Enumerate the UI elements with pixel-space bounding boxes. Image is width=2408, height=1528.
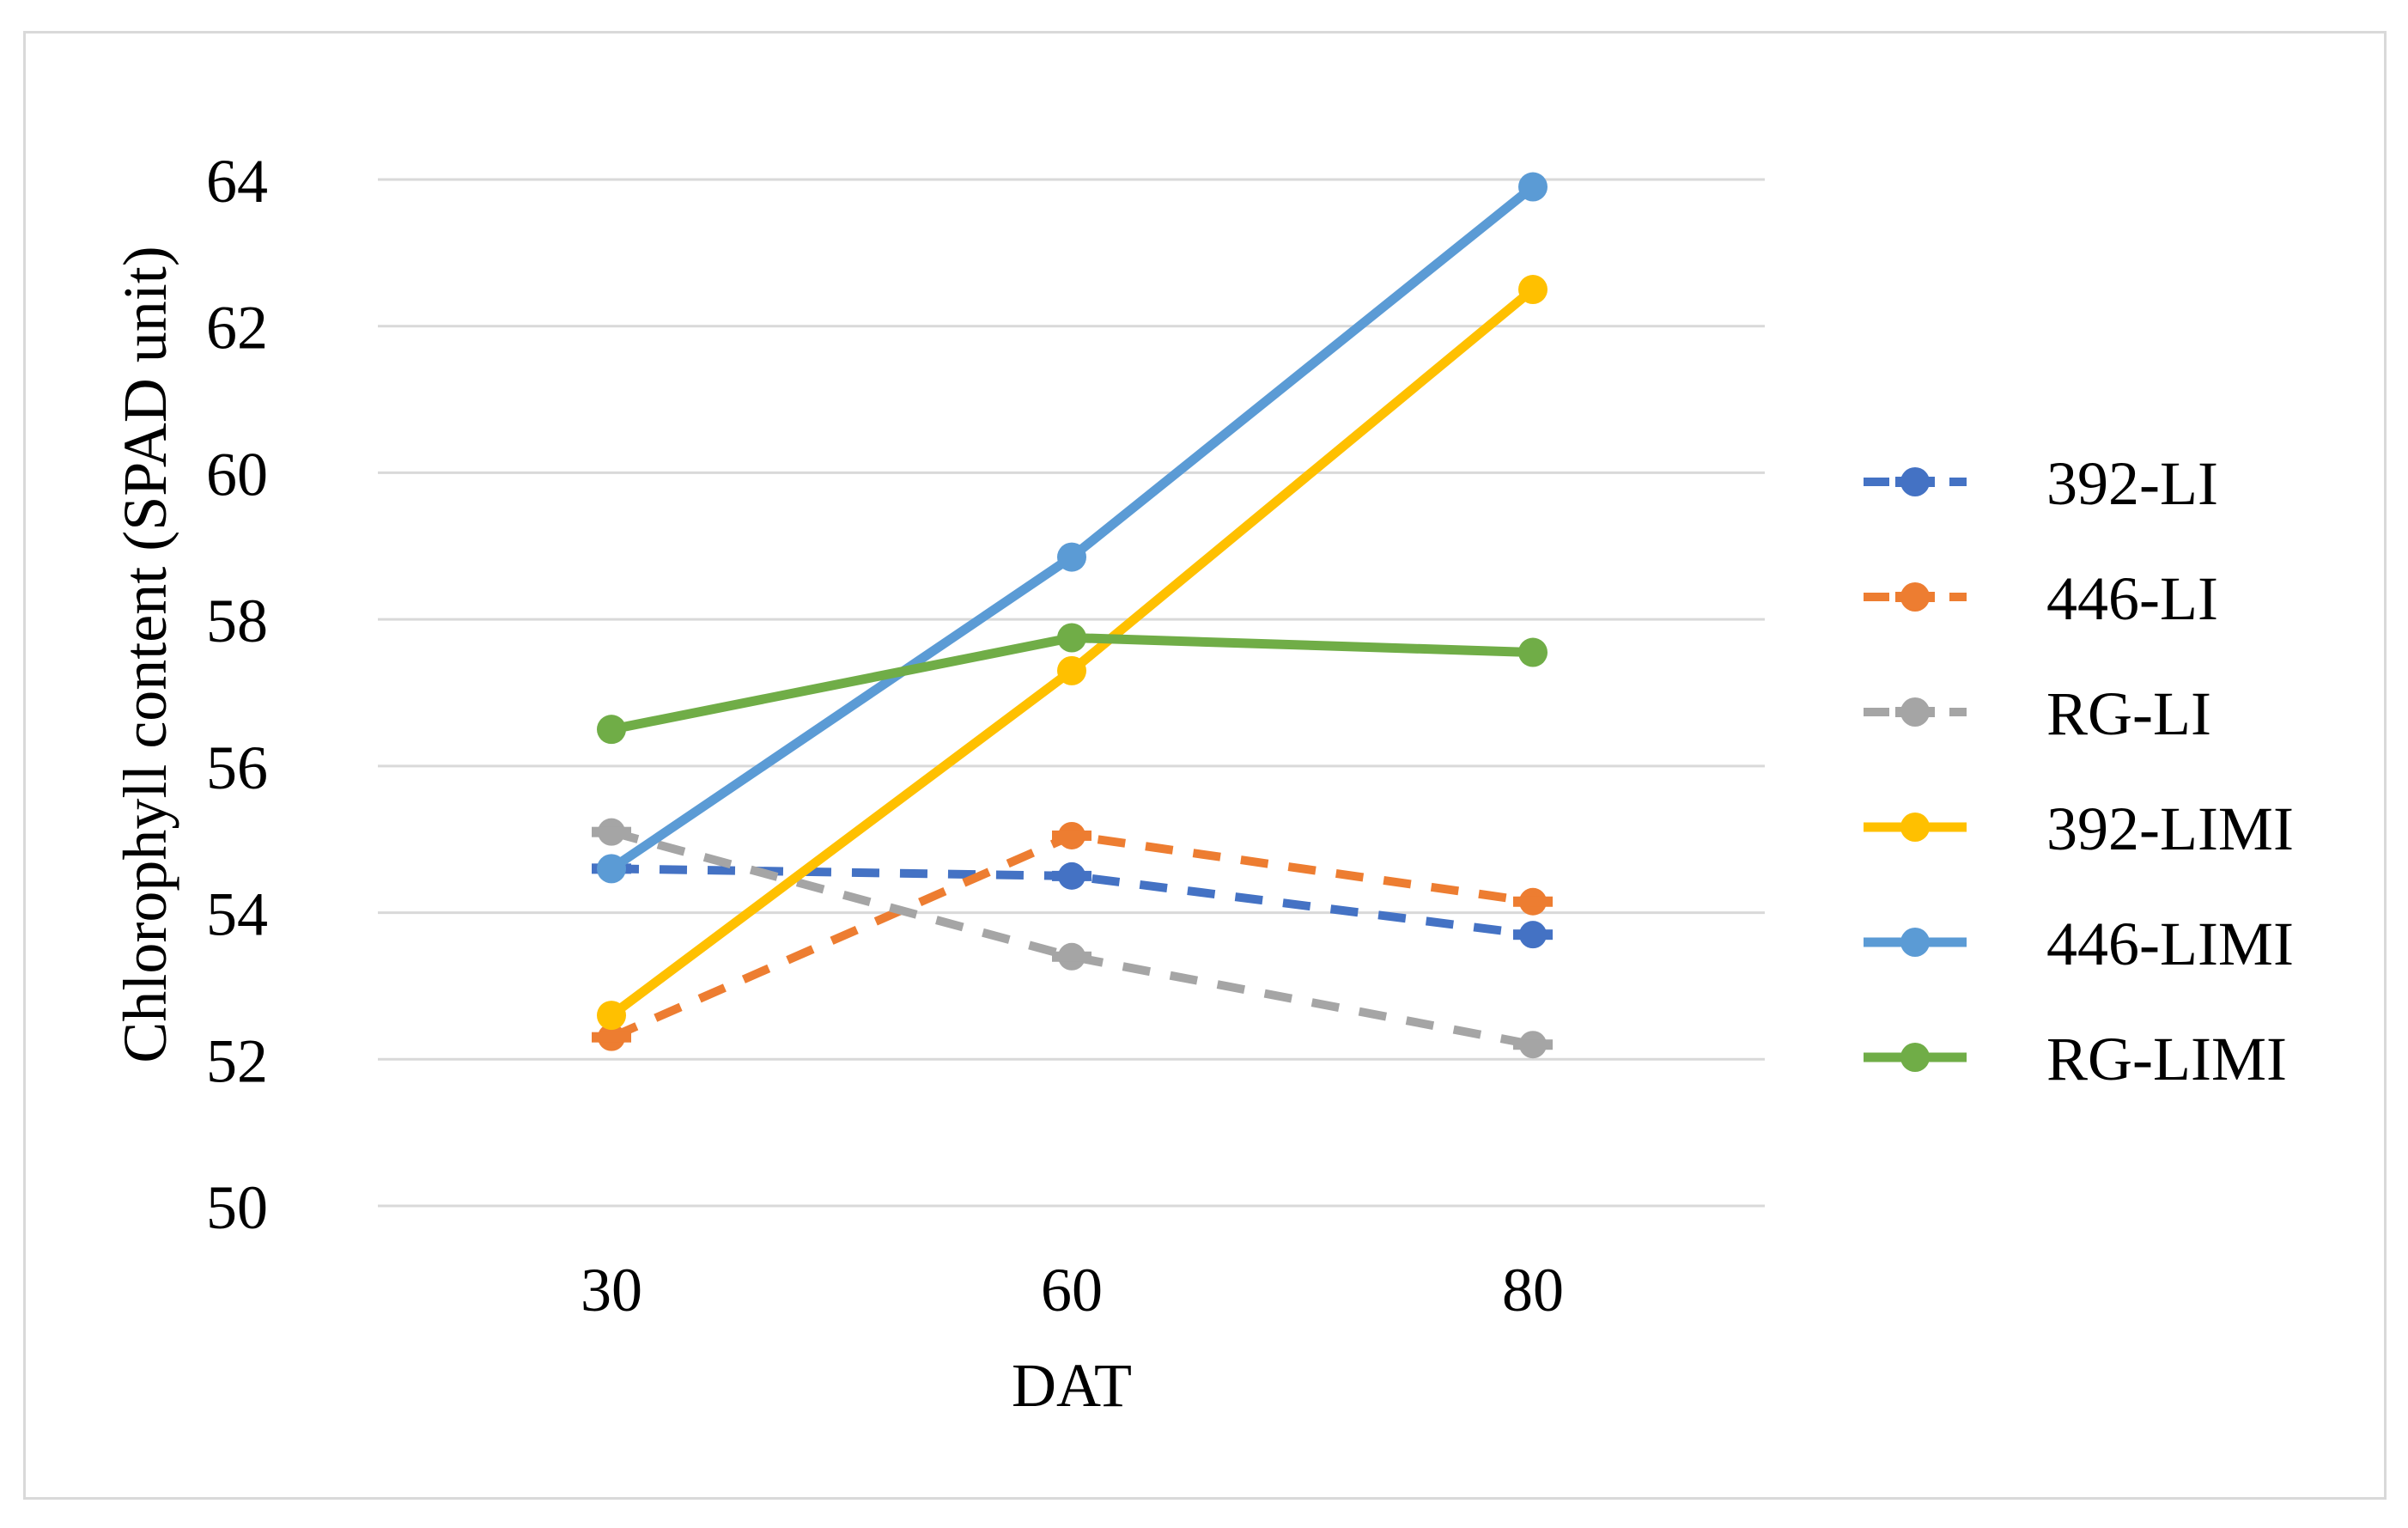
x-axis-ticks: 30 60 80: [581, 1256, 1564, 1324]
data-point-cap: [1052, 951, 1092, 962]
legend-marker: [1900, 813, 1930, 842]
legend-item: 446-LI: [1864, 564, 2218, 633]
y-tick-label: 56: [206, 734, 268, 802]
series-392-LI: [592, 855, 1553, 949]
data-point: [1518, 637, 1548, 667]
legend-marker-cap: [1895, 477, 1935, 487]
y-axis-ticks: 50 52 54 56 58 60 62 64: [206, 147, 268, 1242]
legend-label: RG-LIMI: [2046, 1025, 2287, 1093]
legend-marker-cap: [1895, 592, 1935, 602]
legend-label: 446-LIMI: [2046, 910, 2294, 978]
data-point-cap: [1052, 830, 1092, 841]
y-tick-label: 60: [206, 440, 268, 508]
legend-item: 446-LIMI: [1864, 910, 2294, 978]
series-RG-LIMI: [597, 623, 1548, 745]
data-point: [1057, 623, 1086, 653]
legend-item: RG-LIMI: [1864, 1025, 2287, 1093]
data-point-cap: [1052, 870, 1092, 881]
legend-label: RG-LI: [2046, 679, 2211, 748]
series-446-LIMI: [597, 172, 1548, 884]
data-point: [1518, 172, 1548, 202]
data-point: [597, 854, 626, 884]
legend-item: 392-LI: [1864, 449, 2218, 518]
data-point-cap: [1513, 1039, 1553, 1050]
legend-marker: [1900, 928, 1930, 957]
series-RG-LI: [592, 818, 1553, 1059]
y-axis-label: Chlorophyll content (SPAD unit): [111, 246, 179, 1062]
data-point-cap: [592, 826, 631, 837]
data-point-cap: [1513, 929, 1553, 941]
y-tick-label: 54: [206, 880, 268, 949]
data-point-cap: [592, 1032, 631, 1043]
x-tick-label: 80: [1502, 1256, 1564, 1324]
legend-label: 446-LI: [2046, 564, 2218, 633]
legend-item: 392-LIMI: [1864, 794, 2294, 863]
series-446-LI: [592, 821, 1553, 1051]
y-tick-label: 62: [206, 294, 268, 362]
x-tick-label: 30: [581, 1256, 642, 1324]
y-tick-label: 50: [206, 1173, 268, 1242]
legend-label: 392-LIMI: [2046, 794, 2294, 863]
data-point: [1518, 275, 1548, 305]
data-point: [1057, 655, 1086, 685]
x-axis-label: DAT: [1012, 1351, 1132, 1420]
series-line: [610, 827, 1534, 1050]
legend: 392-LI 446-LI RG-LI 392-LIMI 446-LIMI RG-LIMI: [1864, 449, 2294, 1093]
legend-item: RG-LI: [1864, 679, 2211, 748]
legend-marker: [1900, 1043, 1930, 1072]
series-lines: [592, 172, 1553, 1059]
gridlines: [378, 178, 1765, 1208]
legend-marker-cap: [1895, 707, 1935, 717]
y-tick-label: 58: [206, 587, 268, 655]
data-point: [597, 1001, 626, 1031]
y-tick-label: 64: [206, 147, 268, 216]
data-point-cap: [1513, 896, 1553, 907]
series-392-LIMI: [597, 275, 1548, 1031]
x-tick-label: 60: [1041, 1256, 1103, 1324]
legend-label: 392-LI: [2046, 449, 2218, 518]
data-point: [1057, 542, 1086, 572]
data-point: [597, 715, 626, 745]
y-tick-label: 52: [206, 1026, 268, 1095]
